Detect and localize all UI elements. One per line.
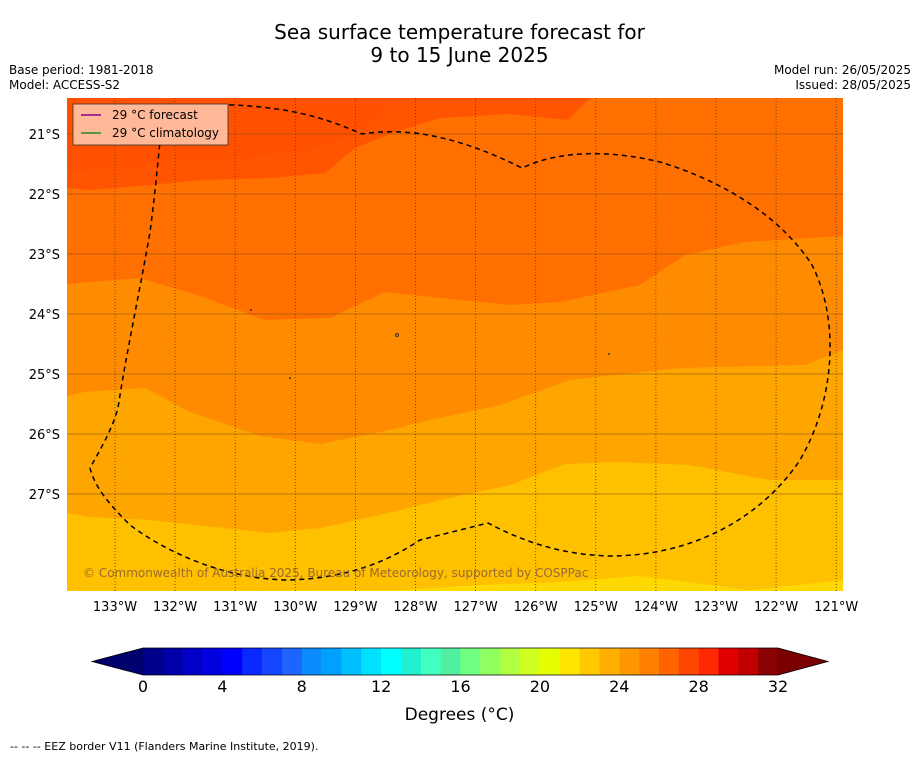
colorbar-swatch — [658, 648, 680, 675]
colorbar — [90, 647, 830, 676]
colorbar-swatch — [520, 648, 541, 675]
longitude-labels: 133°W 132°W 131°W 130°W 129°W 128°W 127°W 126°W… — [93, 600, 859, 615]
lon-tick-label: 123°W — [694, 600, 738, 615]
model-name: Model: ACCESS-S2 — [9, 78, 121, 92]
colorbar-swatch — [539, 648, 561, 675]
colorbar-swatch — [361, 648, 382, 675]
colorbar-tick-label: 32 — [767, 677, 789, 696]
colorbar-swatch — [321, 648, 342, 675]
lon-tick-label: 127°W — [454, 600, 498, 615]
colorbar-swatch — [460, 648, 481, 675]
colorbar-tick-label: 28 — [688, 677, 709, 696]
colorbar-swatch — [162, 648, 183, 675]
eez-border — [89, 104, 831, 581]
colorbar-outline — [90, 647, 830, 676]
colorbar-swatch — [222, 648, 243, 675]
colorbar-swatch — [281, 648, 303, 675]
colorbar-swatch — [718, 648, 739, 675]
colorbar-tick-label: 8 — [296, 677, 307, 696]
lon-tick-label: 121°W — [814, 600, 858, 615]
base-period: Base period: 1981-2018 — [9, 63, 154, 77]
colorbar-title: Degrees (°C) — [404, 705, 515, 725]
chart-title-line1: Sea surface temperature forecast for — [274, 20, 645, 44]
lat-tick-label: 26°S — [29, 428, 60, 443]
legend-climatology-label: 29 °C climatology — [112, 126, 219, 140]
colorbar-swatch — [480, 648, 501, 675]
lon-tick-label: 124°W — [634, 600, 678, 615]
colorbar-tick-label: 20 — [529, 677, 551, 696]
colorbar-tick-label: 0 — [137, 677, 149, 696]
island-marker — [289, 377, 291, 379]
colorbar-swatch — [619, 648, 640, 675]
model-run: Model run: 26/05/2025 — [773, 63, 911, 77]
colorbar-swatch — [301, 648, 322, 675]
issued-date: Issued: 28/05/2025 — [795, 78, 911, 92]
colorbar-swatch — [440, 648, 461, 675]
copyright-notice: © Commonwealth of Australia 2025, Bureau… — [83, 566, 588, 580]
lat-tick-label: 24°S — [29, 308, 60, 323]
lon-tick-label: 132°W — [153, 600, 197, 615]
colorbar-swatch — [579, 648, 600, 675]
colorbar-tick-label: 4 — [217, 677, 228, 696]
colorbar-swatch — [599, 648, 620, 675]
colorbar-swatch — [400, 648, 422, 675]
colorbar-swatch — [341, 648, 362, 675]
island-marker — [250, 309, 252, 311]
lon-tick-label: 122°W — [754, 600, 798, 615]
island-marker — [608, 353, 610, 355]
lat-tick-label: 25°S — [29, 368, 60, 383]
colorbar-tick-label: 16 — [450, 677, 471, 696]
legend-box — [72, 103, 229, 146]
colorbar-over-arrow — [778, 648, 828, 675]
colorbar-swatch — [143, 648, 164, 675]
colorbar-swatch — [758, 648, 779, 675]
lon-tick-label: 125°W — [574, 600, 618, 615]
lat-tick-label: 27°S — [29, 488, 60, 503]
sst-field — [67, 98, 843, 591]
colorbar-swatch — [500, 648, 521, 675]
colorbar-swatch — [698, 648, 719, 675]
lat-tick-label: 21°S — [29, 128, 60, 143]
colorbar-swatch — [420, 648, 441, 675]
colorbar-swatch — [202, 648, 223, 675]
lon-tick-label: 129°W — [333, 600, 377, 615]
colorbar-swatch — [381, 648, 402, 675]
legend: 29 °C forecast 29 °C climatology — [72, 103, 229, 146]
colorbar-under-arrow — [92, 648, 143, 675]
eez-footnote: -- -- -- EEZ border V11 (Flanders Marine… — [10, 740, 319, 753]
colorbar-swatch — [678, 648, 699, 675]
colorbar-swatch — [182, 648, 203, 675]
lon-tick-label: 130°W — [273, 600, 317, 615]
legend-forecast-label: 29 °C forecast — [112, 108, 198, 122]
lon-tick-label: 133°W — [93, 600, 137, 615]
gridlines — [67, 98, 843, 591]
colorbar-tick-label: 24 — [609, 677, 630, 696]
latitude-labels: 21°S 22°S 23°S 24°S 25°S 26°S 27°S — [29, 128, 60, 503]
colorbar-swatch — [559, 648, 580, 675]
lat-tick-label: 22°S — [29, 188, 60, 203]
chart-title-line2: 9 to 15 June 2025 — [370, 43, 549, 67]
island-marker — [395, 333, 399, 337]
lon-tick-label: 131°W — [213, 600, 257, 615]
lon-tick-label: 126°W — [514, 600, 558, 615]
colorbar-swatch — [738, 648, 759, 675]
lat-tick-label: 23°S — [29, 248, 60, 263]
colorbar-swatch — [262, 648, 283, 675]
lon-tick-label: 128°W — [393, 600, 437, 615]
colorbar-swatch — [639, 648, 660, 675]
colorbar-tick-label: 12 — [370, 677, 392, 696]
colorbar-swatch — [242, 648, 263, 675]
